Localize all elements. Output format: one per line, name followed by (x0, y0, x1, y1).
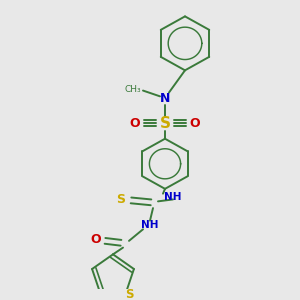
Text: CH₃: CH₃ (125, 85, 141, 94)
Text: NH: NH (141, 220, 159, 230)
Text: S: S (160, 116, 170, 131)
Text: O: O (130, 117, 140, 130)
Text: S: S (125, 288, 133, 300)
Text: NH: NH (164, 191, 182, 202)
Text: O: O (91, 233, 101, 246)
Text: N: N (160, 92, 170, 105)
Text: O: O (190, 117, 200, 130)
Text: S: S (116, 193, 125, 206)
